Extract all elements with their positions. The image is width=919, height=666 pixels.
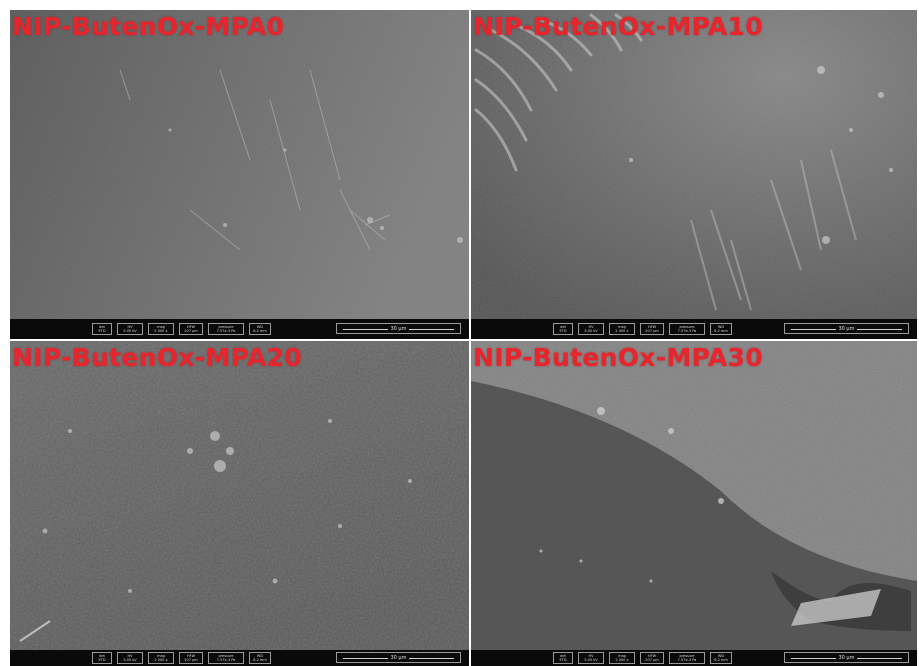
databar-cell: HFW 207 µm [179,323,203,335]
databar-cell: HV 5.00 kV [578,652,604,664]
sem-panel-mpa0: NIP-ButenOx-MPA0 det ETD HV 5.00 kV mag 2 0… [10,10,469,339]
panel-title: NIP-ButenOx-MPA10 [473,12,763,41]
scale-bar: 30 µm [784,652,909,663]
databar-cell: HV 5.00 kV [117,323,143,335]
databar-cell: HV 5.00 kV [117,652,143,664]
databar-cell: WD 8.2 mm [249,323,271,335]
databar-cell: pressure 7.57e-3 Pa [208,652,244,664]
sem-micrograph-mpa30 [471,341,917,666]
scale-bar: 30 µm [336,652,461,663]
sem-databar: det ETD HV 5.00 kV mag 2 000 x HFW 207 µm pr… [471,650,917,666]
sem-panel-mpa10: NIP-ButenOx-MPA10 det ETD HV 5.00 kV mag 2 … [471,10,917,339]
databar-cell: det ETD [553,323,573,335]
sem-panel-mpa20: NIP-ButenOx-MPA20 det ETD HV 5.00 kV mag 2 … [10,341,469,666]
sem-databar: det ETD HV 5.00 kV mag 2 000 x HFW 207 µm pr… [10,650,469,666]
databar-cell: WD 8.2 mm [710,323,732,335]
databar-cell: det ETD [92,652,112,664]
panel-title: NIP-ButenOx-MPA20 [12,343,302,372]
sem-micrograph-mpa10 [471,10,917,339]
databar-cell: mag 2 000 x [148,323,174,335]
databar-cell: HFW 207 µm [640,323,664,335]
databar-cell: HFW 207 µm [179,652,203,664]
scale-bar: 30 µm [336,323,461,334]
panel-title: NIP-ButenOx-MPA0 [12,12,285,41]
databar-cell: mag 2 000 x [609,652,635,664]
databar-cell: pressure 7.57e-3 Pa [669,652,705,664]
databar-cell: mag 2 000 x [148,652,174,664]
scale-bar: 30 µm [784,323,909,334]
databar-cell: HV 5.00 kV [578,323,604,335]
sem-databar: det ETD HV 5.00 kV mag 2 000 x HFW 207 µm pr… [471,319,917,339]
databar-cell: HFW 207 µm [640,652,664,664]
databar-cell: WD 8.2 mm [249,652,271,664]
sem-databar: det ETD HV 5.00 kV mag 2 000 x HFW 207 µm pr… [10,319,469,339]
databar-cell: mag 2 000 x [609,323,635,335]
databar-cell: pressure 7.57e-3 Pa [208,323,244,335]
databar-cell: det ETD [92,323,112,335]
sem-micrograph-mpa0 [10,10,469,339]
sem-panel-mpa30: NIP-ButenOx-MPA30 det ETD HV 5.00 kV mag 2 … [471,341,917,666]
databar-cell: det ETD [553,652,573,664]
databar-cell: WD 8.2 mm [710,652,732,664]
databar-cell: pressure 7.57e-3 Pa [669,323,705,335]
sem-micrograph-mpa20 [10,341,469,666]
panel-title: NIP-ButenOx-MPA30 [473,343,763,372]
